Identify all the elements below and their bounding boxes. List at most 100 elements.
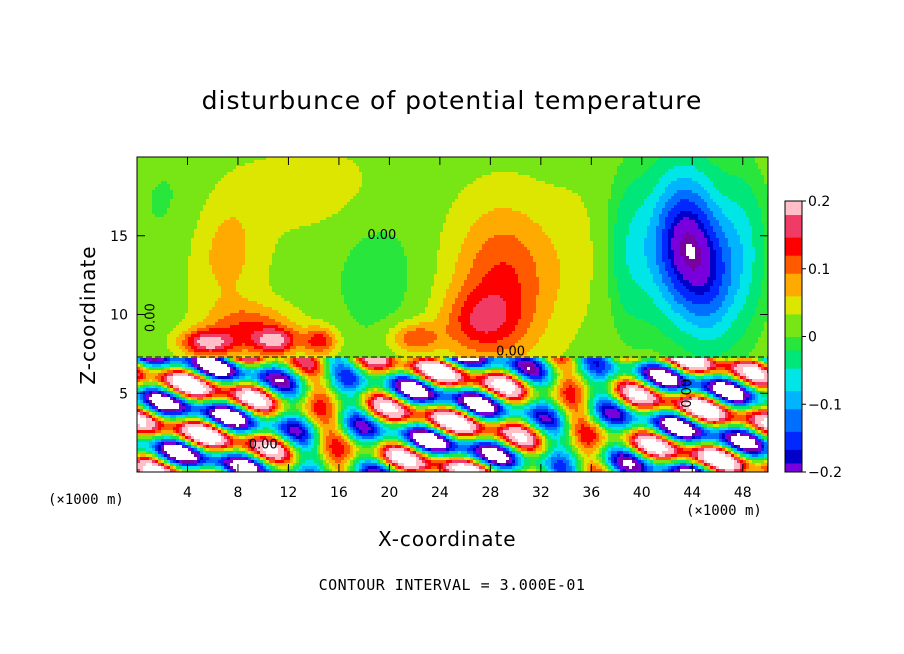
heat-cell [626, 187, 653, 190]
heat-cell [179, 433, 182, 436]
heat-cell [464, 418, 467, 421]
heat-cell [656, 205, 665, 208]
heat-cell [224, 175, 362, 178]
heat-cell [362, 238, 398, 241]
heat-cell [284, 430, 287, 433]
heat-cell [452, 436, 455, 439]
heat-cell [695, 238, 707, 241]
heat-cell [593, 253, 608, 256]
heat-cell [260, 337, 284, 340]
heat-cell [203, 379, 206, 382]
heat-cell [368, 325, 395, 328]
heat-cell [659, 328, 680, 331]
heat-cell [233, 373, 236, 376]
heat-cell [398, 388, 401, 391]
heat-cell [221, 358, 224, 361]
heat-cell [650, 427, 653, 430]
heat-cell [137, 190, 152, 193]
heat-cell [581, 394, 584, 397]
heat-cell [284, 364, 287, 367]
heat-cell [137, 268, 188, 271]
heat-cell [260, 385, 263, 388]
heat-cell [152, 193, 173, 196]
heat-cell [524, 406, 530, 409]
heat-cell [623, 157, 659, 160]
heat-cell [752, 382, 755, 385]
heat-cell [665, 298, 674, 301]
heat-cell [242, 265, 269, 268]
heat-cell [275, 385, 278, 388]
heat-cell [704, 292, 719, 295]
heat-cell [308, 331, 326, 334]
heat-cell [740, 376, 743, 379]
heat-cell [212, 244, 245, 247]
heat-cell [620, 292, 647, 295]
heat-cell [650, 367, 659, 370]
heat-cell [290, 337, 293, 340]
heat-cell [737, 373, 740, 376]
heat-cell [728, 376, 731, 379]
heat-cell [659, 268, 665, 271]
heat-cell [335, 382, 341, 385]
heat-cell [764, 274, 768, 277]
heat-cell [683, 274, 710, 277]
heat-cell [758, 367, 761, 370]
heat-cell [239, 277, 269, 280]
heat-cell [482, 214, 527, 217]
heat-cell [242, 400, 248, 403]
heat-cell [299, 226, 443, 229]
heat-cell [149, 391, 152, 394]
heat-cell [455, 385, 461, 388]
heat-cell [320, 367, 323, 370]
heat-cell [287, 370, 290, 373]
heat-cell [659, 271, 668, 274]
heat-cell [404, 250, 437, 253]
heat-cell [191, 370, 194, 373]
heat-cell [728, 217, 749, 220]
heat-cell [350, 358, 353, 361]
heat-cell [230, 334, 251, 337]
heat-cell [341, 331, 389, 334]
heat-cell [656, 262, 665, 265]
heat-cell [560, 409, 563, 412]
heat-cell [332, 409, 335, 412]
heat-cell [521, 373, 524, 376]
heat-cell [329, 322, 359, 325]
heat-cell [470, 424, 476, 427]
heat-cell [671, 244, 680, 247]
heat-cell [140, 358, 143, 361]
heat-cell [344, 340, 386, 343]
heat-cell [656, 160, 710, 163]
heat-cell [383, 388, 386, 391]
heat-cell [731, 373, 734, 376]
heat-cell [752, 379, 768, 382]
heat-cell [590, 415, 593, 418]
heat-cell [179, 400, 182, 403]
heat-cell [407, 424, 416, 427]
heat-cell [755, 247, 764, 250]
heat-cell [212, 394, 227, 397]
heat-cell [179, 430, 182, 433]
heat-cell [593, 265, 608, 268]
heat-cell [188, 286, 221, 289]
heat-cell [755, 394, 758, 397]
heat-cell [467, 412, 470, 415]
heat-cell [587, 307, 611, 310]
heat-cell [752, 277, 764, 280]
heat-cell [599, 436, 605, 439]
heat-cell [752, 265, 764, 268]
heat-cell [533, 412, 536, 415]
heat-cell [239, 355, 251, 358]
heat-cell [689, 280, 707, 283]
heat-cell [644, 391, 650, 394]
heat-cell [137, 280, 188, 283]
heat-cell [587, 415, 590, 418]
heat-cell [290, 370, 293, 373]
heat-cell [392, 379, 395, 382]
heat-cell [728, 244, 743, 247]
heat-cell [587, 214, 608, 217]
heat-cell [659, 289, 668, 292]
heat-cell [695, 418, 698, 421]
heat-cell [137, 346, 167, 349]
heat-cell [761, 433, 764, 436]
